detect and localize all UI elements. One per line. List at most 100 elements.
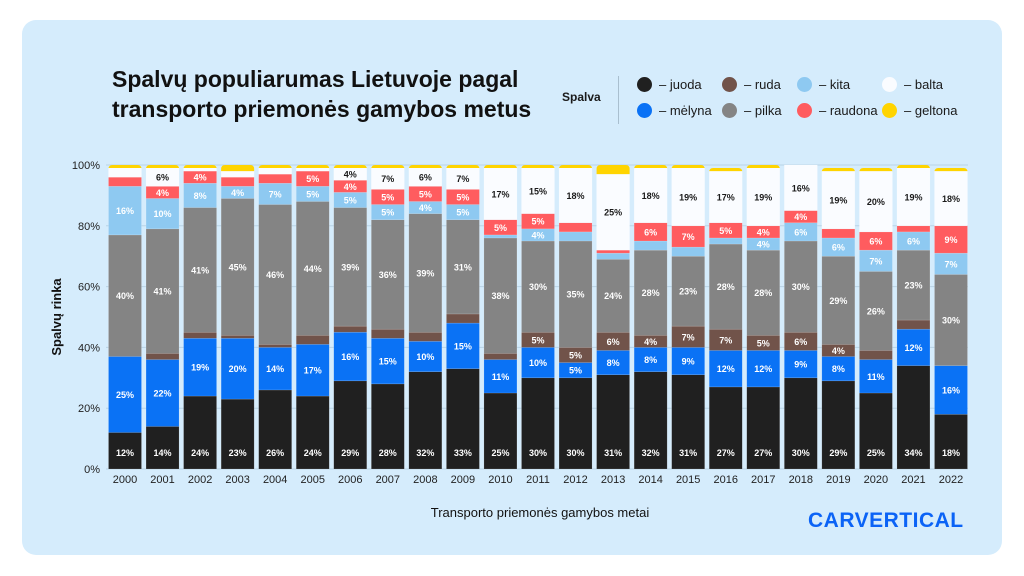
bar-2010: 25% 11% 38% 5% 17% [483,165,518,470]
data-label: 16% [341,352,359,362]
x-tick-label: 2018 [789,474,813,486]
data-label: 23% [679,287,697,297]
segment-mėlyna [821,356,856,382]
x-tick-label: 2015 [676,474,700,486]
segment-kita [671,246,705,257]
segment-geltona [221,165,255,172]
x-axis-ticks: 2000 2001 2002 2003 2004 2005 2006 2007 2008 2009… [113,474,963,486]
data-label: 15% [529,186,547,196]
x-tick-label: 2012 [563,474,587,486]
legend-label: – pilka [744,103,782,118]
bar-2000: 12% 25% 40% 16% [108,165,142,470]
segment-balta [220,170,255,178]
segment-mėlyna [183,338,217,397]
x-tick-label: 2013 [601,474,625,486]
legend-item: – geltona [882,103,958,118]
segment-pilka [671,255,705,327]
data-label: 19% [754,192,772,202]
segment-balta [633,167,668,224]
segment-balta [521,167,555,214]
data-label: 4% [757,240,770,250]
data-label: 6% [907,237,920,247]
segment-balta [295,167,330,172]
data-label: 4% [194,173,207,183]
segment-juoda [859,392,893,470]
data-label: 11% [867,372,885,382]
segment-mėlyna [896,328,931,366]
segment-kita [708,237,743,245]
data-label: 7% [682,232,695,242]
data-label: 4% [419,203,432,213]
segment-pilka [896,249,931,321]
data-label: 5% [719,226,732,236]
data-label: 6% [419,173,432,183]
segment-mėlyna [784,350,818,379]
segment-raudona [596,249,630,254]
data-label: 30% [567,448,585,458]
segment-geltona [559,165,593,169]
data-label: 6% [869,237,882,247]
data-label: 7% [869,256,882,266]
bar-2005: 24% 17% 44% 5% 5% [295,165,330,470]
segment-juoda [633,371,668,470]
bar-2006: 29% 16% 39% 5% 4% 4% [333,165,368,470]
data-label: 26% [266,448,284,458]
x-tick-label: 2000 [113,474,137,486]
bar-2007: 28% 15% 36% 5% 5% 7% [371,165,405,470]
data-label: 26% [867,306,885,316]
x-tick-label: 2007 [376,474,400,486]
segment-juoda [220,398,255,470]
segment-geltona [146,165,180,169]
segment-mėlyna [521,347,555,379]
bar-2002: 24% 19% 41% 8% 4% [183,165,217,470]
segment-geltona [183,165,217,169]
data-label: 20% [229,364,247,374]
data-label: 4% [832,346,845,356]
segment-kita [821,237,856,257]
segment-raudona [521,213,555,230]
x-tick-label: 2011 [526,474,550,486]
segment-balta [784,164,818,211]
x-tick-label: 2004 [263,474,287,486]
data-label: 30% [529,448,547,458]
x-tick-label: 2010 [488,474,512,486]
segment-geltona [934,168,968,173]
segment-balta [859,170,893,233]
legend-item: – raudona [797,103,878,118]
legend-label: – ruda [744,77,781,92]
bar-2021: 34% 12% 23% 6% 19% [896,165,931,470]
data-label: 23% [904,281,922,291]
segment-raudona [821,228,856,239]
segment-mėlyna [333,331,368,382]
legend-label: – raudona [819,103,878,118]
segment-ruda [896,319,931,330]
data-label: 14% [266,364,284,374]
legend-label: – juoda [659,77,702,92]
segment-geltona [483,165,517,169]
legend-swatch-icon [722,77,737,92]
data-label: 18% [642,191,660,201]
data-label: 41% [154,287,172,297]
y-axis-label: Spalvų rinka [49,278,64,356]
segment-kita [258,182,292,205]
x-tick-label: 2003 [225,474,249,486]
data-label: 18% [942,194,960,204]
segment-mėlyna [108,356,142,433]
y-tick-label: 60% [78,282,100,294]
segment-mėlyna [746,350,781,388]
segment-pilka [859,271,893,351]
legend-item: – kita [797,77,850,92]
segment-balta [896,167,931,227]
bar-2014: 32% 8% 4% 28% 6% 18% [633,165,668,470]
data-label: 30% [942,316,960,326]
bar-2018: 30% 9% 6% 30% 6% 4% 16% [784,164,818,470]
data-label: 19% [191,363,209,373]
segment-juoda [108,432,142,470]
legend-swatch-icon [882,103,897,118]
data-label: 30% [529,282,547,292]
segment-juoda [596,374,630,470]
segment-pilka [258,204,292,345]
segment-juoda [784,377,818,470]
legend-item: – ruda [722,77,781,92]
